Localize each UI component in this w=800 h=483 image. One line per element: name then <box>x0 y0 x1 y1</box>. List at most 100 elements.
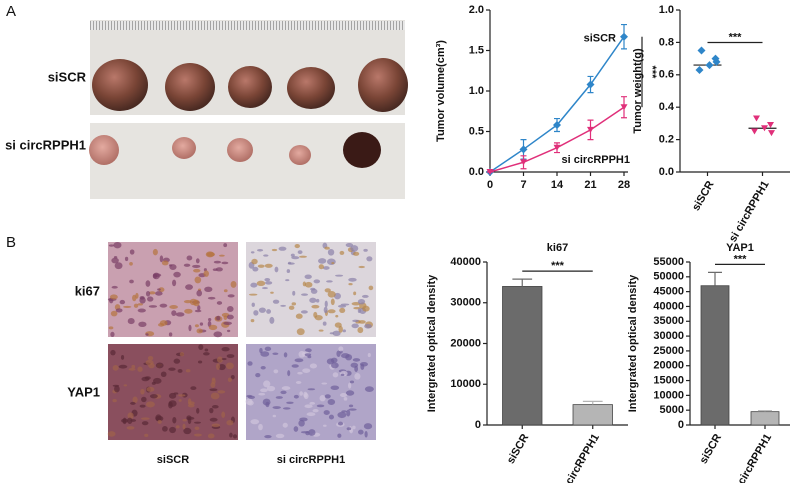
tumor <box>227 138 253 162</box>
cell <box>121 418 129 423</box>
cell <box>187 398 192 405</box>
cell <box>350 362 359 368</box>
cell <box>209 407 214 414</box>
annotation: *** <box>734 253 748 265</box>
cell <box>270 291 274 294</box>
cell <box>207 433 215 439</box>
cell <box>353 251 360 256</box>
cell <box>208 318 212 322</box>
cell <box>109 294 118 300</box>
cell <box>352 425 356 430</box>
cell <box>213 260 222 264</box>
cell <box>250 319 255 323</box>
cell <box>216 301 223 305</box>
cell <box>206 252 216 257</box>
cell <box>310 288 318 294</box>
cell <box>141 396 147 403</box>
annotation: *** <box>551 260 565 272</box>
y-tick-label: 20000 <box>450 337 481 349</box>
cell <box>269 316 275 324</box>
cell <box>157 419 162 424</box>
error-bar <box>512 278 533 287</box>
cell <box>107 431 116 437</box>
cell <box>309 363 318 369</box>
cell <box>250 419 260 425</box>
cell <box>148 305 158 308</box>
cell <box>253 310 259 316</box>
cell <box>127 412 134 420</box>
y-tick-label: 35000 <box>653 315 684 327</box>
cell <box>348 382 352 389</box>
cell <box>318 258 327 264</box>
y-tick-label: 0 <box>475 419 481 431</box>
cell <box>358 320 366 324</box>
tumor <box>172 137 196 159</box>
cell <box>111 257 119 264</box>
cell <box>140 388 145 395</box>
cell <box>194 324 199 328</box>
cell <box>155 415 164 422</box>
cell <box>182 418 187 422</box>
cell <box>287 262 295 265</box>
cell <box>204 348 209 352</box>
y-tick-label: 10000 <box>450 378 481 390</box>
cell <box>129 261 133 266</box>
cell <box>208 324 218 331</box>
cell <box>203 352 210 356</box>
y-tick-label: 0 <box>678 419 684 431</box>
cell <box>257 248 264 252</box>
cell <box>345 243 354 248</box>
cell <box>360 363 365 370</box>
cell <box>350 245 359 252</box>
cell <box>212 268 218 271</box>
y-tick-label: 30000 <box>653 330 684 342</box>
cell <box>286 401 294 404</box>
cell <box>223 321 233 325</box>
cell <box>305 348 312 353</box>
cell <box>118 364 128 369</box>
cell <box>227 294 235 298</box>
bar <box>750 411 780 426</box>
cell <box>187 403 195 408</box>
stain-image <box>108 242 238 337</box>
y-tick-label: 0.5 <box>469 125 484 137</box>
cell <box>361 294 369 298</box>
cell <box>132 396 138 404</box>
cell <box>195 258 200 264</box>
cell <box>209 388 218 392</box>
cell <box>266 309 272 314</box>
cell <box>306 412 316 417</box>
cell <box>141 421 149 426</box>
cell <box>144 433 149 438</box>
cell <box>162 426 168 432</box>
cell <box>127 417 133 424</box>
cell <box>295 381 302 384</box>
cell <box>349 380 355 384</box>
cell <box>217 390 226 394</box>
cell <box>362 305 370 312</box>
cell <box>258 307 266 313</box>
cell <box>221 358 227 361</box>
cell <box>211 423 221 428</box>
marker <box>620 104 628 111</box>
cell <box>307 388 316 391</box>
cell <box>273 369 279 374</box>
x-tick-label: siSCR <box>690 179 717 213</box>
cell <box>148 291 156 295</box>
column-label: si circRPPH1 <box>277 454 345 466</box>
cell <box>324 288 331 293</box>
cell <box>322 424 327 427</box>
marker <box>519 145 528 154</box>
cell <box>131 364 136 369</box>
cell <box>348 277 357 282</box>
cell <box>193 421 201 424</box>
dot <box>705 61 714 70</box>
cell <box>157 288 161 291</box>
cell <box>337 411 347 419</box>
x-tick-label: siSCR <box>698 432 725 466</box>
series-label: siSCR <box>584 33 616 45</box>
dot <box>761 125 768 132</box>
cell <box>348 404 354 408</box>
cell <box>337 433 342 438</box>
cell <box>346 409 351 417</box>
